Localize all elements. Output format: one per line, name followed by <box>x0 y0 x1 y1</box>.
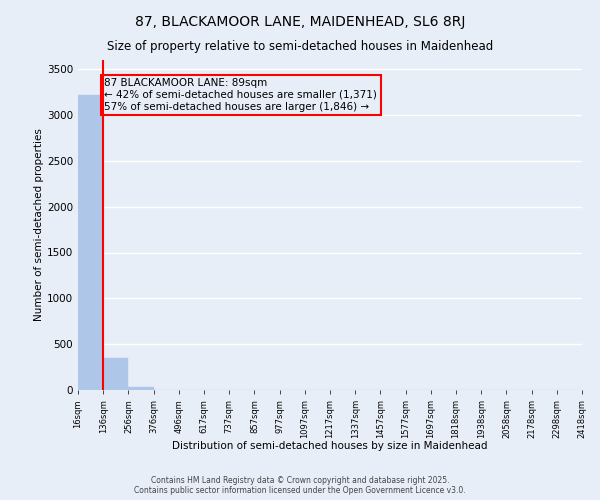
Bar <box>128 387 154 390</box>
Text: 87 BLACKAMOOR LANE: 89sqm
← 42% of semi-detached houses are smaller (1,371)
57% : 87 BLACKAMOOR LANE: 89sqm ← 42% of semi-… <box>104 78 377 112</box>
Bar <box>103 358 128 390</box>
Text: Size of property relative to semi-detached houses in Maidenhead: Size of property relative to semi-detach… <box>107 40 493 53</box>
X-axis label: Distribution of semi-detached houses by size in Maidenhead: Distribution of semi-detached houses by … <box>172 441 488 451</box>
Text: 87, BLACKAMOOR LANE, MAIDENHEAD, SL6 8RJ: 87, BLACKAMOOR LANE, MAIDENHEAD, SL6 8RJ <box>135 15 465 29</box>
Bar <box>78 95 103 390</box>
Y-axis label: Number of semi-detached properties: Number of semi-detached properties <box>34 128 44 322</box>
Text: Contains HM Land Registry data © Crown copyright and database right 2025.
Contai: Contains HM Land Registry data © Crown c… <box>134 476 466 495</box>
